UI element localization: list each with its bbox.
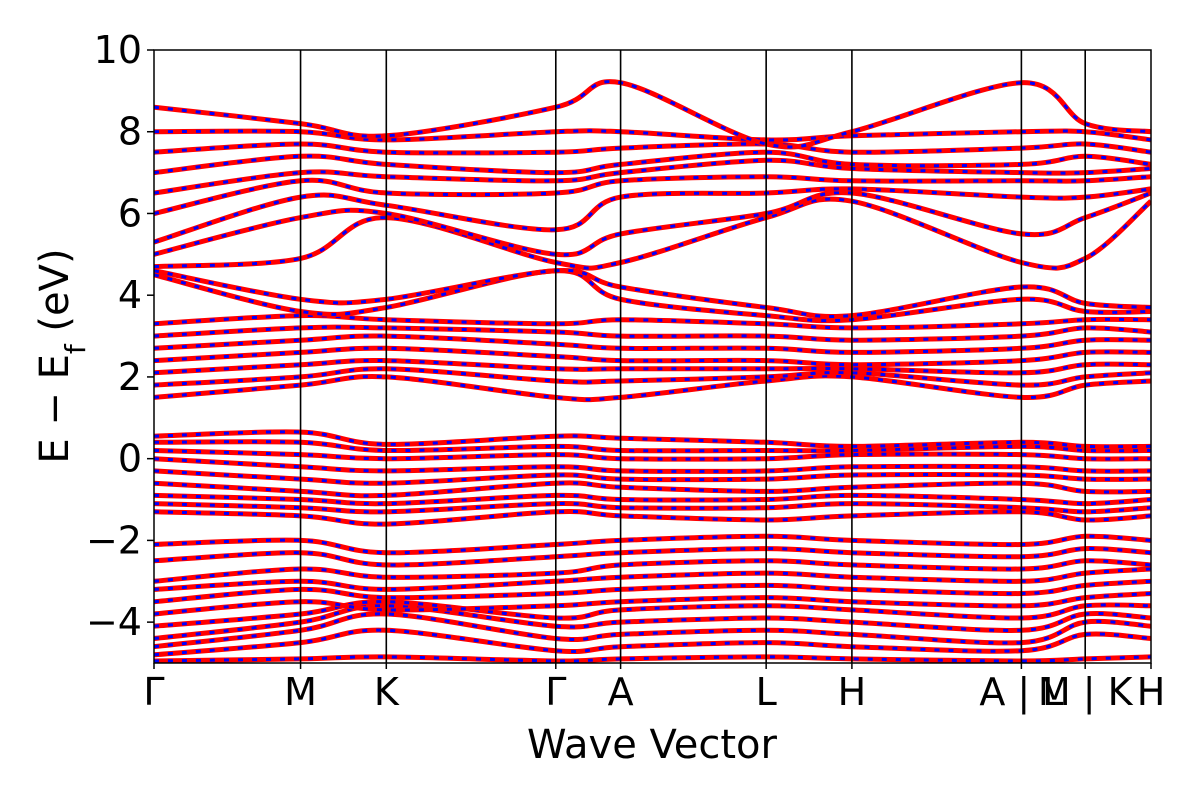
band-line-spin-down-4 (154, 600, 1151, 628)
band-line-spin-down-0 (154, 655, 1151, 663)
band-line-spin-down-24 (154, 334, 1151, 354)
y-tick-label-4: 2 (118, 355, 142, 399)
band-line-spin-down-1 (154, 628, 1151, 657)
band-line-spin-down-37 (154, 80, 1151, 149)
band-line-spin-down-27 (154, 269, 1151, 323)
kpath-lines (299, 50, 1086, 663)
band-line-spin-up-36 (154, 128, 1151, 143)
band-line-spin-up-37 (154, 79, 1151, 150)
band-line-spin-down-18 (154, 440, 1151, 453)
x-tick-label-3: Γ (545, 670, 566, 714)
band-line-spin-down-15 (154, 469, 1151, 485)
x-tick-label-4: A (608, 670, 634, 714)
y-axis-title-unit: (eV) (32, 248, 78, 344)
band-line-spin-down-5 (154, 592, 1151, 616)
x-tick-label-5: L (756, 670, 777, 714)
band-line-spin-down-7 (154, 567, 1151, 591)
band-line-spin-down-16 (154, 457, 1151, 473)
band-line-spin-up-13 (154, 492, 1151, 507)
x-tick-label-0: Γ (143, 670, 164, 714)
band-line-spin-down-26 (154, 314, 1151, 330)
y-axis-title: E − Ef (eV) (32, 248, 92, 463)
bands-layer (154, 79, 1151, 663)
band-line-spin-down-6 (154, 579, 1151, 604)
band-line-spin-down-35 (154, 142, 1151, 155)
plot-frame (153, 49, 1152, 664)
y-tick-label-3: 4 (118, 273, 142, 317)
band-line-spin-down-14 (154, 481, 1151, 498)
band-line-spin-down-36 (154, 129, 1151, 142)
band-line-spin-up-35 (154, 141, 1151, 156)
band-line-spin-down-3 (154, 604, 1151, 640)
y-tick-label-1: 8 (118, 110, 142, 154)
band-line-spin-down-23 (154, 346, 1151, 367)
y-axis: 10 8 6 4 2 0 −2 −4 (86, 28, 154, 644)
band-line-spin-up-14 (154, 480, 1151, 499)
band-line-spin-down-28 (154, 268, 1151, 319)
y-tick-label-0: 10 (94, 28, 142, 72)
band-line-spin-down-30 (154, 191, 1151, 257)
band-line-spin-down-13 (154, 493, 1151, 506)
x-tick-label-9: H (1137, 670, 1166, 714)
band-line-spin-up-30 (154, 190, 1151, 258)
band-line-spin-up-10 (154, 533, 1151, 556)
band-line-spin-down-25 (154, 325, 1151, 342)
band-line-spin-down-20 (154, 374, 1151, 402)
band-line-spin-down-32 (154, 175, 1151, 215)
band-line-spin-down-21 (154, 367, 1151, 387)
band-line-spin-down-17 (154, 449, 1151, 461)
band-line-spin-up-19 (154, 429, 1151, 450)
band-line-spin-down-22 (154, 358, 1151, 375)
band-line-spin-down-33 (154, 158, 1151, 195)
band-line-spin-down-12 (154, 502, 1151, 514)
y-axis-title-main: E − E (32, 354, 78, 464)
y-tick-label-5: 0 (118, 437, 142, 481)
y-tick-label-7: −4 (86, 600, 142, 644)
x-tick-label-6: H (838, 670, 867, 714)
y-tick-label-2: 6 (118, 191, 142, 235)
x-tick-label-7: A | L (979, 670, 1063, 715)
band-line-spin-up-8 (154, 558, 1151, 584)
band-line-spin-down-34 (154, 150, 1151, 175)
band-line-spin-up-5 (154, 591, 1151, 617)
band-line-spin-down-29 (154, 197, 1151, 270)
band-line-spin-down-11 (154, 510, 1151, 526)
band-line-spin-up-9 (154, 546, 1151, 568)
y-tick-label-6: −2 (86, 518, 142, 562)
x-tick-label-1: M (284, 670, 317, 714)
band-line-spin-up-11 (154, 509, 1151, 527)
x-tick-label-8: M | K (1038, 670, 1134, 715)
band-line-spin-down-2 (154, 612, 1151, 649)
y-axis-title-sub: f (59, 343, 92, 354)
x-tick-label-2: K (374, 670, 400, 714)
x-axis-title: Wave Vector (527, 722, 778, 768)
band-line-spin-up-0 (154, 654, 1151, 663)
